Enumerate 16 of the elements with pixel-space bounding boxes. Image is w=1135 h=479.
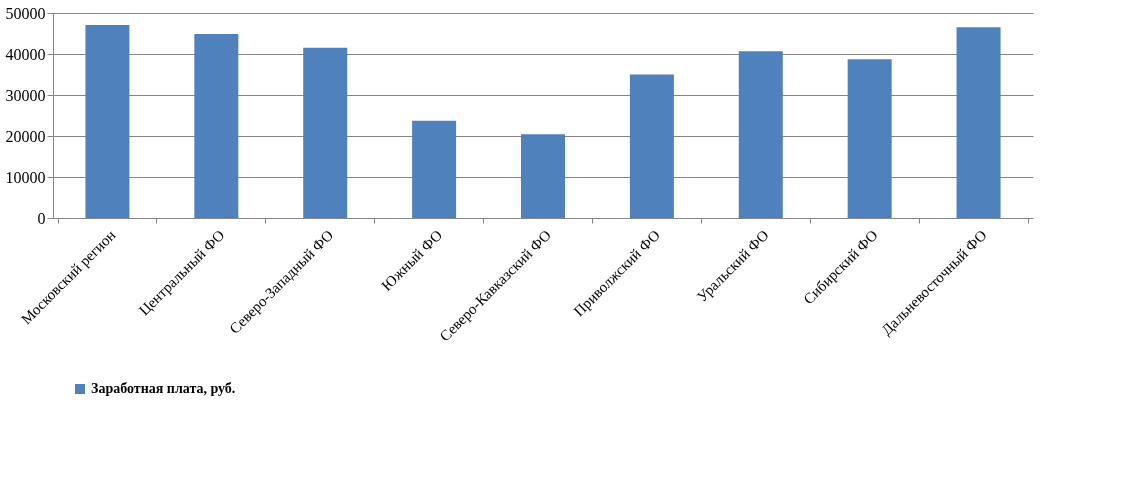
- bar: [738, 51, 783, 218]
- y-tick-label: 50000: [5, 4, 46, 22]
- y-tick-label: 0: [37, 209, 46, 227]
- legend-label: Заработная плата, руб.: [91, 381, 236, 396]
- y-tick-label: 30000: [5, 86, 46, 104]
- y-tick-label: 20000: [5, 127, 46, 145]
- bar: [85, 24, 130, 218]
- y-tick-label: 40000: [5, 45, 46, 63]
- y-tick-label: 10000: [5, 168, 46, 186]
- bar: [521, 134, 565, 218]
- bar: [303, 47, 348, 218]
- bar: [629, 74, 674, 218]
- bar: [956, 27, 1001, 218]
- bar: [412, 120, 457, 218]
- bar: [847, 59, 892, 218]
- bar: [194, 33, 239, 218]
